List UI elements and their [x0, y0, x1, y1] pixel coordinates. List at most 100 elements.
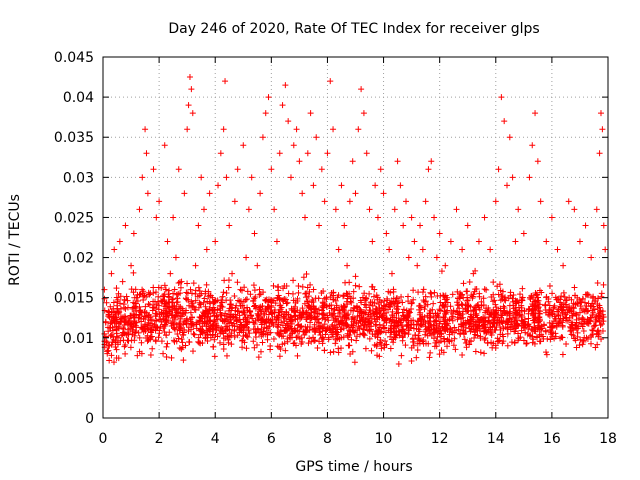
- data-point: [449, 310, 456, 317]
- data-point: [283, 320, 290, 327]
- data-point: [413, 354, 420, 361]
- data-point: [305, 302, 312, 309]
- data-point: [353, 333, 360, 340]
- data-point: [158, 310, 165, 317]
- data-point: [171, 302, 178, 309]
- data-point: [509, 174, 516, 181]
- data-point: [388, 270, 395, 277]
- data-point: [334, 294, 341, 301]
- data-point: [430, 313, 437, 320]
- data-point: [196, 320, 203, 327]
- data-point: [250, 338, 257, 345]
- data-point: [147, 334, 154, 341]
- data-point: [518, 317, 525, 324]
- data-point: [348, 299, 355, 306]
- data-point: [557, 335, 564, 342]
- data-point: [581, 299, 588, 306]
- data-point: [462, 301, 469, 308]
- data-point: [234, 308, 241, 315]
- data-point: [344, 262, 351, 269]
- data-point: [147, 329, 154, 336]
- data-point: [255, 354, 262, 361]
- data-point: [481, 350, 488, 357]
- data-point: [477, 316, 484, 323]
- data-point: [252, 302, 259, 309]
- data-point: [190, 348, 197, 355]
- data-point: [485, 307, 492, 314]
- data-point: [398, 352, 405, 359]
- data-point: [352, 190, 359, 197]
- data-point: [111, 323, 118, 330]
- data-point: [220, 341, 227, 348]
- data-point: [408, 306, 415, 313]
- data-point: [584, 335, 591, 342]
- data-point: [444, 343, 451, 350]
- data-point: [280, 313, 287, 320]
- data-point: [415, 336, 422, 343]
- data-point: [581, 318, 588, 325]
- data-point: [307, 281, 314, 288]
- data-point: [113, 333, 120, 340]
- data-point: [310, 286, 317, 293]
- x-tick-label: 2: [155, 431, 164, 447]
- data-point: [446, 326, 453, 333]
- data-point: [243, 296, 250, 303]
- data-point: [220, 126, 227, 133]
- data-point: [205, 293, 212, 300]
- data-point: [352, 273, 359, 280]
- data-point: [387, 345, 394, 352]
- data-point: [344, 330, 351, 337]
- data-point: [374, 296, 381, 303]
- data-point: [360, 331, 367, 338]
- data-point: [381, 342, 388, 349]
- data-point: [221, 312, 228, 319]
- data-point: [573, 311, 580, 318]
- data-point: [468, 338, 475, 345]
- data-point: [127, 344, 134, 351]
- data-point: [391, 314, 398, 321]
- data-point: [331, 312, 338, 319]
- data-point: [214, 333, 221, 340]
- data-point: [599, 126, 606, 133]
- data-point: [437, 307, 444, 314]
- data-point: [420, 286, 427, 293]
- data-point: [207, 300, 214, 307]
- data-point: [453, 206, 460, 213]
- data-point: [563, 314, 570, 321]
- x-tick-label: 4: [211, 431, 220, 447]
- plot-frame: [102, 56, 609, 419]
- data-point: [175, 308, 182, 315]
- data-point: [438, 347, 445, 354]
- data-point: [257, 348, 264, 355]
- data-point: [198, 174, 205, 181]
- data-point: [243, 318, 250, 325]
- data-point: [388, 318, 395, 325]
- data-point: [177, 303, 184, 310]
- data-point: [458, 323, 465, 330]
- data-point: [496, 337, 503, 344]
- data-point: [410, 287, 417, 294]
- data-point: [410, 321, 417, 328]
- data-point: [560, 306, 567, 313]
- data-point: [464, 297, 471, 304]
- data-point: [491, 297, 498, 304]
- data-point: [498, 94, 505, 101]
- data-point: [166, 329, 173, 336]
- data-point: [201, 295, 208, 302]
- data-point: [548, 214, 555, 221]
- data-point: [253, 328, 260, 335]
- data-point: [517, 334, 524, 341]
- data-point: [179, 311, 186, 318]
- data-point: [369, 283, 376, 290]
- data-point: [476, 306, 483, 313]
- data-point: [103, 299, 110, 306]
- data-point: [415, 335, 422, 342]
- data-point: [256, 286, 263, 293]
- data-point: [338, 326, 345, 333]
- data-point: [565, 198, 572, 205]
- data-point: [576, 342, 583, 349]
- data-point: [187, 318, 194, 325]
- data-point: [182, 309, 189, 316]
- data-point: [492, 301, 499, 308]
- data-point: [402, 342, 409, 349]
